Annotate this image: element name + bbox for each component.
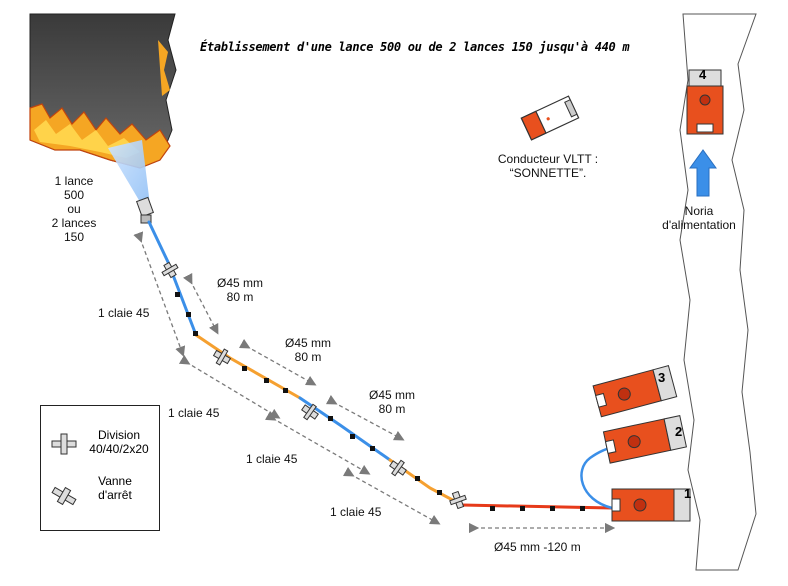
bottom-hose-label: Ø45 mm -120 m — [494, 540, 581, 554]
road-strip — [679, 13, 757, 571]
fire-label-line-5: 150 — [63, 230, 85, 244]
diagram-title: Établissement d'une lance 500 ou de 2 la… — [200, 40, 630, 54]
fire-label-line-3: ou — [67, 202, 81, 216]
vltt-vehicle — [520, 95, 580, 141]
fire-label-line-4: 2 lances — [51, 216, 97, 230]
truck-1 — [611, 488, 691, 522]
truck-4 — [686, 69, 724, 135]
fire-label-line-1: 1 lance — [54, 174, 94, 188]
valve-icons — [161, 261, 467, 510]
hose-section-2-label: Ø45 mm 80 m — [284, 336, 331, 364]
valve-icon — [51, 486, 77, 506]
noria-arrow-icon — [689, 149, 717, 197]
fire-smoke — [29, 13, 177, 169]
legend-vanne: Vanne d'arrêt — [98, 474, 132, 502]
truck-2 — [602, 415, 688, 464]
driver-label: Conducteur VLTT : “SONNETTE”. — [497, 152, 599, 180]
claie-label-2: 1 claie 45 — [168, 406, 220, 420]
claie-label-1: 1 claie 45 — [98, 306, 150, 320]
fire-label-line-2: 500 — [63, 188, 85, 202]
legend-division: Division 40/40/2x20 — [89, 428, 149, 456]
hose-section-3-label: Ø45 mm 80 m — [368, 388, 415, 416]
fire-label: 1 lance 500 ou 2 lances 150 — [44, 174, 104, 244]
truck-3 — [592, 365, 678, 418]
truck-3-number: 3 — [658, 370, 666, 385]
water-jet — [108, 140, 150, 207]
truck-4-number: 4 — [699, 67, 707, 82]
hose-section-1-label: Ø45 mm 80 m — [216, 276, 263, 304]
legend-box: Division 40/40/2x20 Vanne d'arrêt — [40, 405, 160, 531]
truck-1-number: 1 — [684, 486, 692, 501]
claie-label-3: 1 claie 45 — [246, 452, 298, 466]
dimension-arrows — [133, 231, 616, 534]
claie-label-4: 1 claie 45 — [330, 505, 382, 519]
truck-2-number: 2 — [675, 424, 683, 439]
division-icon — [51, 433, 77, 455]
noria-label: Noria d'alimentation — [662, 204, 736, 232]
lance-nozzle — [135, 196, 155, 224]
